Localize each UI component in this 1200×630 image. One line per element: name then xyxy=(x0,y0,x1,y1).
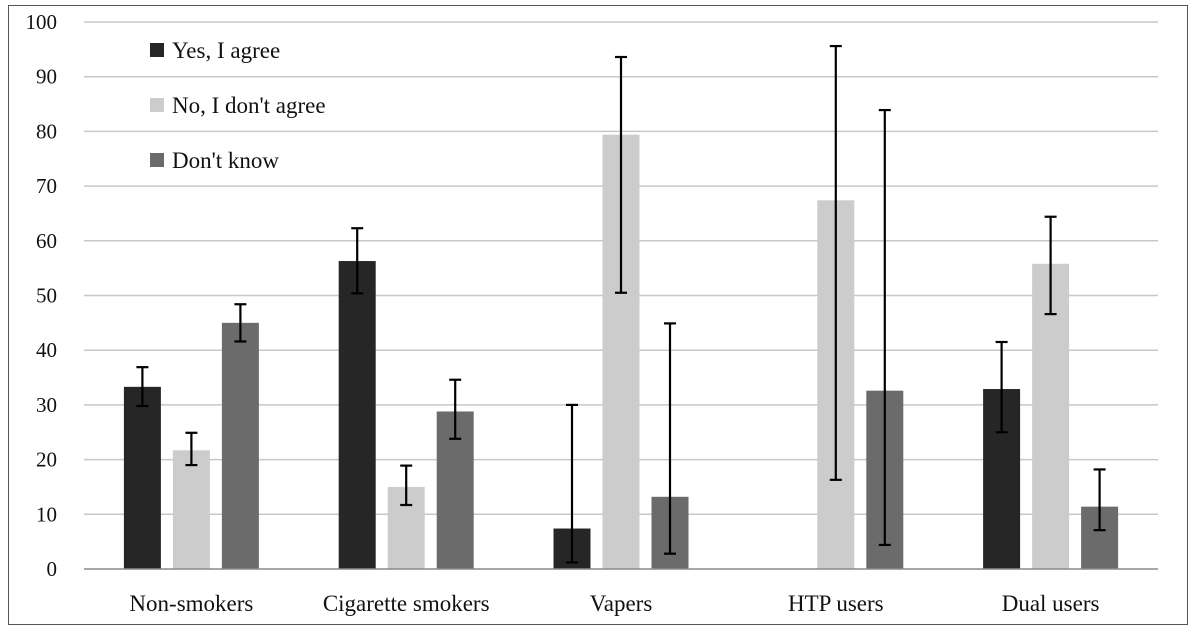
x-category-label: Cigarette smokers xyxy=(323,591,490,616)
legend: Yes, I agree No, I don't agree Don't kno… xyxy=(150,38,326,173)
bar-non-smokers-yes-i-agree xyxy=(123,386,161,569)
x-category-label: HTP users xyxy=(788,591,884,616)
y-tick-label: 10 xyxy=(36,502,57,526)
legend-swatch-dont-know xyxy=(150,153,164,167)
y-tick-label: 90 xyxy=(36,65,57,89)
x-category-label: Vapers xyxy=(590,591,653,616)
error-bar-non-smokers-no-i-don-t-agree xyxy=(185,431,198,467)
legend-label-no: No, I don't agree xyxy=(172,93,326,118)
legend-item-no: No, I don't agree xyxy=(150,93,326,118)
error-bar-cigarette-smokers-no-i-don-t-agree xyxy=(400,464,413,507)
legend-label-yes: Yes, I agree xyxy=(172,38,280,63)
bar-non-smokers-no-i-don-t-agree xyxy=(172,450,210,569)
error-bar-non-smokers-don-t-know xyxy=(234,303,247,343)
error-bar-dual-users-yes-i-agree xyxy=(995,340,1008,434)
y-tick-label: 60 xyxy=(36,229,57,253)
legend-swatch-yes xyxy=(150,43,164,57)
error-bar-non-smokers-yes-i-agree xyxy=(136,366,149,408)
y-axis-ticks: 0 10 20 30 40 50 60 70 80 90 100 xyxy=(26,10,58,581)
error-bar-cigarette-smokers-don-t-know xyxy=(449,378,462,440)
error-bar-dual-users-don-t-know xyxy=(1093,468,1106,532)
error-bar-vapers-don-t-know xyxy=(664,322,676,555)
legend-swatch-no xyxy=(150,98,164,112)
bar-non-smokers-don-t-know xyxy=(221,322,259,569)
error-bar-htp-users-don-t-know xyxy=(878,108,891,547)
error-bar-vapers-no-i-don-t-agree xyxy=(615,55,627,294)
legend-item-yes: Yes, I agree xyxy=(150,38,280,63)
error-bars xyxy=(136,44,1106,564)
y-tick-label: 80 xyxy=(36,119,57,143)
y-tick-label: 50 xyxy=(36,284,57,308)
x-category-label: Non-smokers xyxy=(129,591,253,616)
legend-item-dont-know: Don't know xyxy=(150,148,279,173)
error-bar-vapers-yes-i-agree xyxy=(566,403,578,564)
legend-label-dont-know: Don't know xyxy=(172,148,279,173)
y-tick-label: 100 xyxy=(26,10,58,34)
y-tick-label: 0 xyxy=(47,557,58,581)
x-axis-labels: Non-smokers Cigarette smokers Vapers HTP us… xyxy=(129,591,1099,616)
x-category-label: Dual users xyxy=(1002,591,1100,616)
bar-cigarette-smokers-yes-i-agree xyxy=(338,261,376,569)
error-bar-dual-users-no-i-don-t-agree xyxy=(1044,215,1057,316)
y-tick-label: 40 xyxy=(36,338,57,362)
error-bar-cigarette-smokers-yes-i-agree xyxy=(351,227,364,295)
y-tick-label: 20 xyxy=(36,448,57,472)
error-bar-htp-users-no-i-don-t-agree xyxy=(829,44,842,481)
y-tick-label: 30 xyxy=(36,393,57,417)
y-tick-label: 70 xyxy=(36,174,57,198)
